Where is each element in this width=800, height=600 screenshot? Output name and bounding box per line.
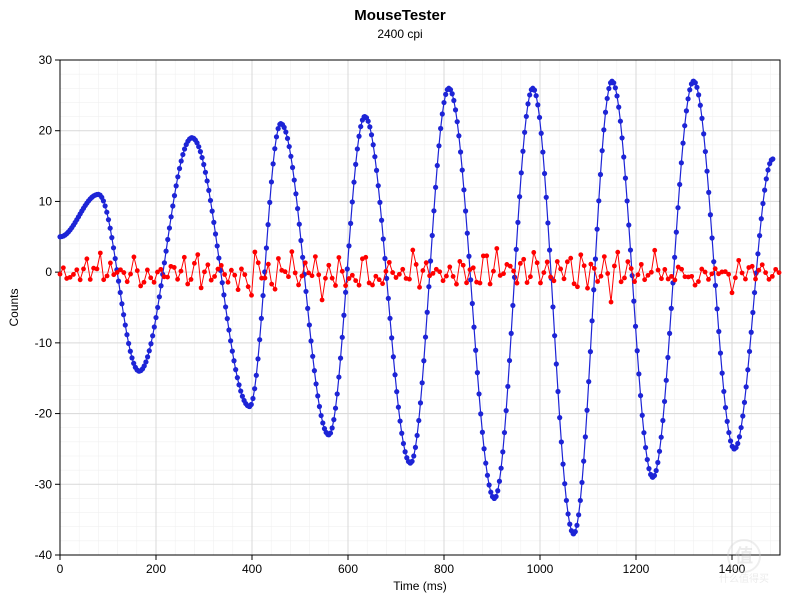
chart-subtitle: 2400 cpi bbox=[377, 27, 422, 41]
svg-text:1200: 1200 bbox=[623, 562, 650, 576]
svg-text:200: 200 bbox=[146, 562, 166, 576]
y-axis-label: Counts bbox=[7, 288, 21, 326]
svg-text:1400: 1400 bbox=[719, 562, 746, 576]
svg-text:-20: -20 bbox=[35, 407, 53, 421]
svg-text:1000: 1000 bbox=[527, 562, 554, 576]
svg-text:30: 30 bbox=[39, 53, 53, 67]
chart-svg: MouseTester2400 cpi020040060080010001200… bbox=[0, 0, 800, 600]
svg-text:800: 800 bbox=[434, 562, 454, 576]
svg-text:0: 0 bbox=[45, 265, 52, 279]
svg-text:-10: -10 bbox=[35, 336, 53, 350]
chart-title: MouseTester bbox=[354, 7, 446, 24]
chart-container: MouseTester2400 cpi020040060080010001200… bbox=[0, 0, 800, 600]
svg-text:400: 400 bbox=[242, 562, 262, 576]
svg-text:20: 20 bbox=[39, 124, 53, 138]
svg-text:600: 600 bbox=[338, 562, 358, 576]
svg-text:0: 0 bbox=[57, 562, 64, 576]
svg-text:-30: -30 bbox=[35, 477, 53, 491]
x-axis-label: Time (ms) bbox=[393, 579, 447, 593]
svg-text:10: 10 bbox=[39, 194, 53, 208]
svg-text:-40: -40 bbox=[35, 548, 53, 562]
